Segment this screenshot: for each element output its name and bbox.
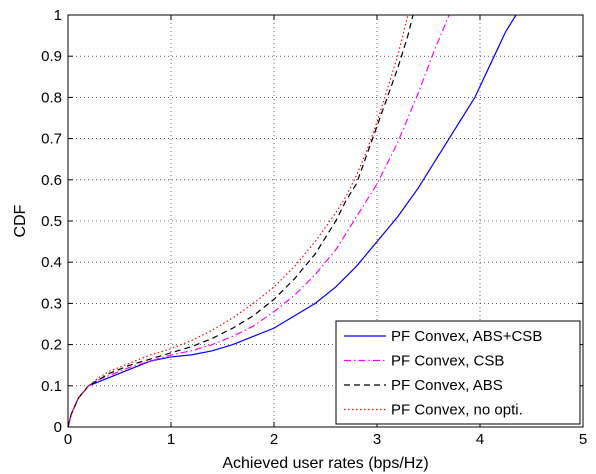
x-tick-label: 5 [579,431,587,448]
y-tick-label: 0.8 [41,89,62,106]
legend-entry-label: PF Convex, no opti. [391,402,523,419]
y-tick-label: 0.2 [41,337,62,354]
x-tick-label: 0 [64,431,72,448]
series-lines [67,14,517,428]
grid [68,15,583,427]
legend-entry-label: PF Convex, ABS+CSB [391,328,542,345]
y-tick-label: 0.1 [41,378,62,395]
y-tick-label: 0.4 [41,254,62,271]
y-tick-label: 0.6 [41,172,62,189]
x-tick-label: 2 [270,431,278,448]
x-axis-label: Achieved user rates (bps/Hz) [222,455,428,472]
y-tick-label: 0.7 [41,131,62,148]
legend-box [335,320,581,425]
y-tick-label: 0.5 [41,213,62,230]
legend-entry-label: PF Convex, ABS [391,377,503,394]
x-tick-label: 4 [476,431,484,448]
y-tick-label: 1 [54,7,62,24]
x-tick-label: 1 [167,431,175,448]
y-tick-label: 0.3 [41,295,62,312]
y-axis-label: CDF [12,204,29,237]
y-tick-label: 0.9 [41,48,62,65]
series-line-1 [67,14,517,428]
x-tick-label: 3 [373,431,381,448]
legend-entry-label: PF Convex, CSB [391,353,504,370]
y-tick-label: 0 [54,419,62,436]
axis-ticks: 0 1 2 3 4 5 0 0.1 0.2 0.3 0.4 0.5 0.6 0.7 0.8 0.9 1 [41,7,587,448]
legend: PF Convex, ABS+CSB PF Convex, CSB PF Conve… [335,320,581,425]
